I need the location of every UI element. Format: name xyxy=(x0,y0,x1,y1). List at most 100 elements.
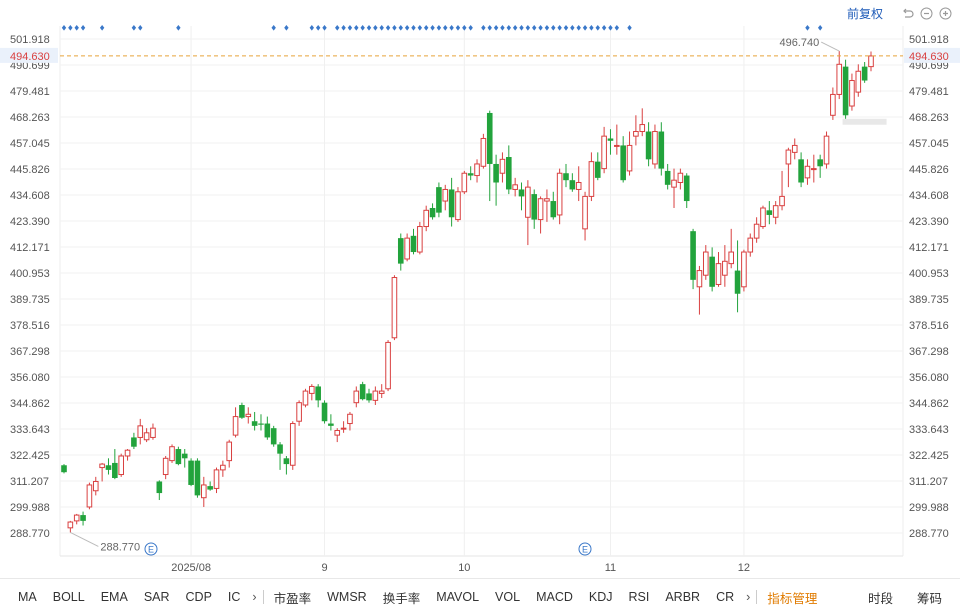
candle-body-up xyxy=(830,93,836,116)
candle xyxy=(474,159,480,183)
candle xyxy=(347,411,353,431)
signal-dot xyxy=(468,25,473,31)
indicator-ic[interactable]: IC xyxy=(227,590,241,604)
signal-dot xyxy=(532,25,537,31)
candle-body-up xyxy=(372,390,379,401)
candle-body-up xyxy=(499,158,506,174)
zoom-out-icon[interactable] xyxy=(920,7,933,20)
candles xyxy=(61,51,874,533)
y-tick-label-right: 311.207 xyxy=(909,476,948,488)
indicator-sar[interactable]: SAR xyxy=(143,590,170,604)
event-marker: E xyxy=(144,542,158,556)
candle-body-up xyxy=(200,484,207,499)
candle xyxy=(118,453,124,477)
indicator-turnover[interactable]: 换手率 xyxy=(382,591,421,606)
candle xyxy=(340,421,347,433)
candle xyxy=(436,182,442,218)
candlestick-chart[interactable]: 501.918 490.699 479.481 468.263 457.045 445.8… xyxy=(0,0,960,578)
low-leader-line xyxy=(70,532,99,547)
candle xyxy=(785,147,792,188)
signal-dot xyxy=(99,25,105,31)
candle xyxy=(569,173,576,192)
candle-body-down xyxy=(397,238,404,264)
signal-dot xyxy=(576,25,581,31)
chevron-right-icon[interactable]: › xyxy=(746,590,751,604)
signal-dot xyxy=(271,25,276,31)
y-tick-label-right: 457.045 xyxy=(909,138,949,150)
candle xyxy=(264,416,271,440)
candle xyxy=(181,449,188,468)
indicator-cr[interactable]: CR xyxy=(716,590,735,604)
y-tick-label-right: 490.699 xyxy=(909,60,949,72)
indicator-mavol[interactable]: MAVOL xyxy=(436,590,480,604)
candle xyxy=(849,73,855,111)
indicator-macd[interactable]: MACD xyxy=(536,590,573,604)
candle xyxy=(169,444,175,463)
candle xyxy=(614,124,620,155)
candle xyxy=(658,122,665,176)
candle-body-down xyxy=(251,421,258,426)
candle xyxy=(804,159,811,185)
indicator-arbr[interactable]: ARBR xyxy=(665,590,701,604)
chart-toolbar: 前复权 xyxy=(847,4,952,22)
indicator-ma[interactable]: MA xyxy=(18,590,37,604)
candle-body-up xyxy=(614,144,620,147)
y-tick-label-left: 479.481 xyxy=(10,86,50,98)
candle-body-up xyxy=(836,63,843,95)
candle xyxy=(467,166,474,181)
bottom-right-controls: 时段 筹码 xyxy=(860,588,960,607)
signal-dot xyxy=(322,25,327,31)
signal-dot xyxy=(805,25,810,31)
indicator-pe[interactable]: 市盈率 xyxy=(273,591,312,606)
candle-body-up xyxy=(823,135,830,165)
candle-body-up xyxy=(143,432,150,441)
candle xyxy=(607,129,614,155)
undo-icon[interactable] xyxy=(901,7,914,20)
y-tick-label-right: 344.862 xyxy=(909,398,949,410)
time-period-button[interactable]: 时段 xyxy=(867,591,893,606)
candle-body-up xyxy=(639,124,646,133)
candle xyxy=(124,449,131,461)
signal-dot xyxy=(551,25,556,31)
candle xyxy=(232,407,239,438)
candle xyxy=(289,421,296,470)
candle xyxy=(741,249,747,292)
x-tick-label: 9 xyxy=(321,562,327,574)
y-tick-label-left: 445.826 xyxy=(10,164,50,176)
candle xyxy=(760,205,766,229)
chevron-right-icon[interactable]: › xyxy=(252,590,257,604)
chip-distribution-button[interactable]: 筹码 xyxy=(916,591,942,606)
indicator-vol[interactable]: VOL xyxy=(495,590,521,604)
candle-body-down xyxy=(563,173,569,181)
candle-body-up xyxy=(378,390,385,394)
candle xyxy=(512,177,518,197)
price-adjust-toggle[interactable]: 前复权 xyxy=(846,6,883,21)
signal-dot xyxy=(481,25,486,31)
indicator-cdp[interactable]: CDP xyxy=(185,590,212,604)
y-tick-label-left: 490.699 xyxy=(10,60,50,72)
candle xyxy=(251,411,258,431)
candle xyxy=(442,184,449,211)
candle-body-up xyxy=(334,429,341,436)
y-tick-label-left: 434.608 xyxy=(10,190,50,202)
indicator-manage-button[interactable]: 指标管理 xyxy=(767,591,818,606)
candle-body-down xyxy=(328,423,334,426)
candle-body-down xyxy=(315,386,321,401)
indicator-kdj[interactable]: KDJ xyxy=(588,590,613,604)
zoom-in-icon[interactable] xyxy=(939,7,952,20)
indicator-wmsr[interactable]: WMSR xyxy=(327,590,367,604)
indicator-ema[interactable]: EMA xyxy=(100,590,128,604)
candle xyxy=(772,201,779,225)
candle xyxy=(639,108,646,137)
candle xyxy=(150,423,156,440)
candle xyxy=(378,384,385,399)
candle xyxy=(683,173,690,208)
indicator-rsi[interactable]: RSI xyxy=(628,590,650,604)
candle-body-down xyxy=(366,393,372,401)
candle-body-up xyxy=(455,191,461,221)
candle-body-down xyxy=(436,187,442,213)
candle-body-up xyxy=(289,423,296,466)
indicator-boll[interactable]: BOLL xyxy=(52,590,85,604)
candle-body-down xyxy=(842,66,849,116)
candle xyxy=(620,136,626,183)
